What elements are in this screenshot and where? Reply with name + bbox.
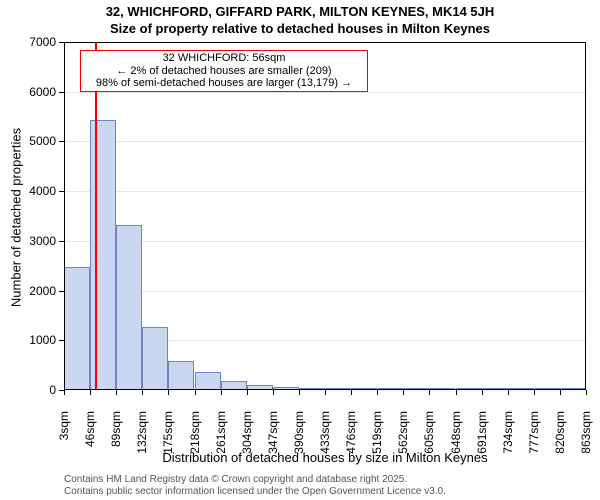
chart-title-line2: Size of property relative to detached ho… [0,21,600,36]
x-tick-label: 777sqm [527,411,541,471]
histogram-bar [116,225,142,390]
x-tick-mark [377,390,378,395]
x-tick-mark [456,390,457,395]
histogram-bar [560,388,586,390]
histogram-bar [247,385,273,390]
x-tick-mark [90,390,91,395]
y-tick-label: 3000 [16,234,56,248]
x-tick-label: 863sqm [579,411,593,471]
x-tick-mark [64,390,65,395]
x-tick-mark [195,390,196,395]
histogram-bar [168,361,194,390]
x-tick-label: 734sqm [501,411,515,471]
reference-line [95,42,97,390]
x-tick-mark [247,390,248,395]
x-tick-mark [560,390,561,395]
y-tick-label: 0 [16,383,56,397]
histogram-bar [64,267,90,390]
annotation-line-2: ← 2% of detached houses are smaller (209… [83,65,365,78]
histogram-bar [299,388,325,390]
histogram-bar [273,387,299,390]
x-tick-label: 46sqm [83,411,97,471]
footer-attribution: Contains HM Land Registry data © Crown c… [64,474,446,498]
x-tick-mark [221,390,222,395]
y-gridline [64,241,586,242]
footer-line-1: Contains HM Land Registry data © Crown c… [64,474,446,486]
annotation-line-3: 98% of semi-detached houses are larger (… [83,77,365,90]
x-tick-label: 304sqm [240,411,254,471]
histogram-bar [429,388,455,390]
y-gridline [64,291,586,292]
histogram-bar [534,388,560,390]
x-tick-mark [508,390,509,395]
histogram-bar [325,388,351,390]
x-tick-mark [142,390,143,395]
histogram-bar [482,388,508,390]
y-gridline [64,141,586,142]
x-tick-label: 347sqm [266,411,280,471]
histogram-bar [508,388,534,390]
chart-container: { "layout": { "canvas_w": 600, "canvas_h… [0,0,600,500]
y-tick-mark [59,340,64,341]
y-tick-mark [59,291,64,292]
x-tick-mark [482,390,483,395]
histogram-bar [221,381,247,390]
plot-area: 32 WHICHFORD: 56sqm← 2% of detached hous… [64,42,586,390]
x-tick-mark [325,390,326,395]
x-tick-mark [586,390,587,395]
x-tick-label: 433sqm [318,411,332,471]
x-tick-label: 261sqm [214,411,228,471]
chart-title-line1: 32, WHICHFORD, GIFFARD PARK, MILTON KEYN… [0,4,600,19]
x-tick-label: 218sqm [188,411,202,471]
histogram-bar [456,388,482,390]
annotation-line-1: 32 WHICHFORD: 56sqm [83,52,365,65]
x-tick-label: 476sqm [344,411,358,471]
y-tick-mark [59,141,64,142]
x-tick-label: 3sqm [57,411,71,471]
y-tick-mark [59,241,64,242]
annotation-box: 32 WHICHFORD: 56sqm← 2% of detached hous… [80,50,368,92]
x-tick-mark [429,390,430,395]
x-tick-mark [273,390,274,395]
y-tick-mark [59,42,64,43]
y-gridline [64,191,586,192]
x-tick-mark [116,390,117,395]
y-tick-label: 6000 [16,85,56,99]
y-tick-label: 1000 [16,333,56,347]
x-tick-label: 648sqm [449,411,463,471]
histogram-bar [195,372,221,390]
x-tick-label: 175sqm [161,411,175,471]
histogram-bar [403,388,429,390]
histogram-bar [142,327,168,390]
x-tick-mark [403,390,404,395]
x-tick-label: 390sqm [292,411,306,471]
x-tick-label: 519sqm [370,411,384,471]
x-tick-label: 691sqm [475,411,489,471]
y-tick-label: 5000 [16,134,56,148]
histogram-bar [377,388,403,390]
x-tick-label: 562sqm [396,411,410,471]
x-tick-label: 605sqm [422,411,436,471]
footer-line-2: Contains public sector information licen… [64,486,446,498]
y-tick-label: 4000 [16,184,56,198]
histogram-bar [90,120,116,390]
x-tick-label: 132sqm [135,411,149,471]
y-tick-mark [59,191,64,192]
histogram-bar [351,388,377,390]
x-tick-mark [534,390,535,395]
x-tick-label: 89sqm [109,411,123,471]
x-tick-mark [299,390,300,395]
x-tick-mark [168,390,169,395]
y-tick-label: 7000 [16,35,56,49]
y-tick-mark [59,92,64,93]
x-tick-label: 820sqm [553,411,567,471]
x-tick-mark [351,390,352,395]
y-tick-label: 2000 [16,284,56,298]
